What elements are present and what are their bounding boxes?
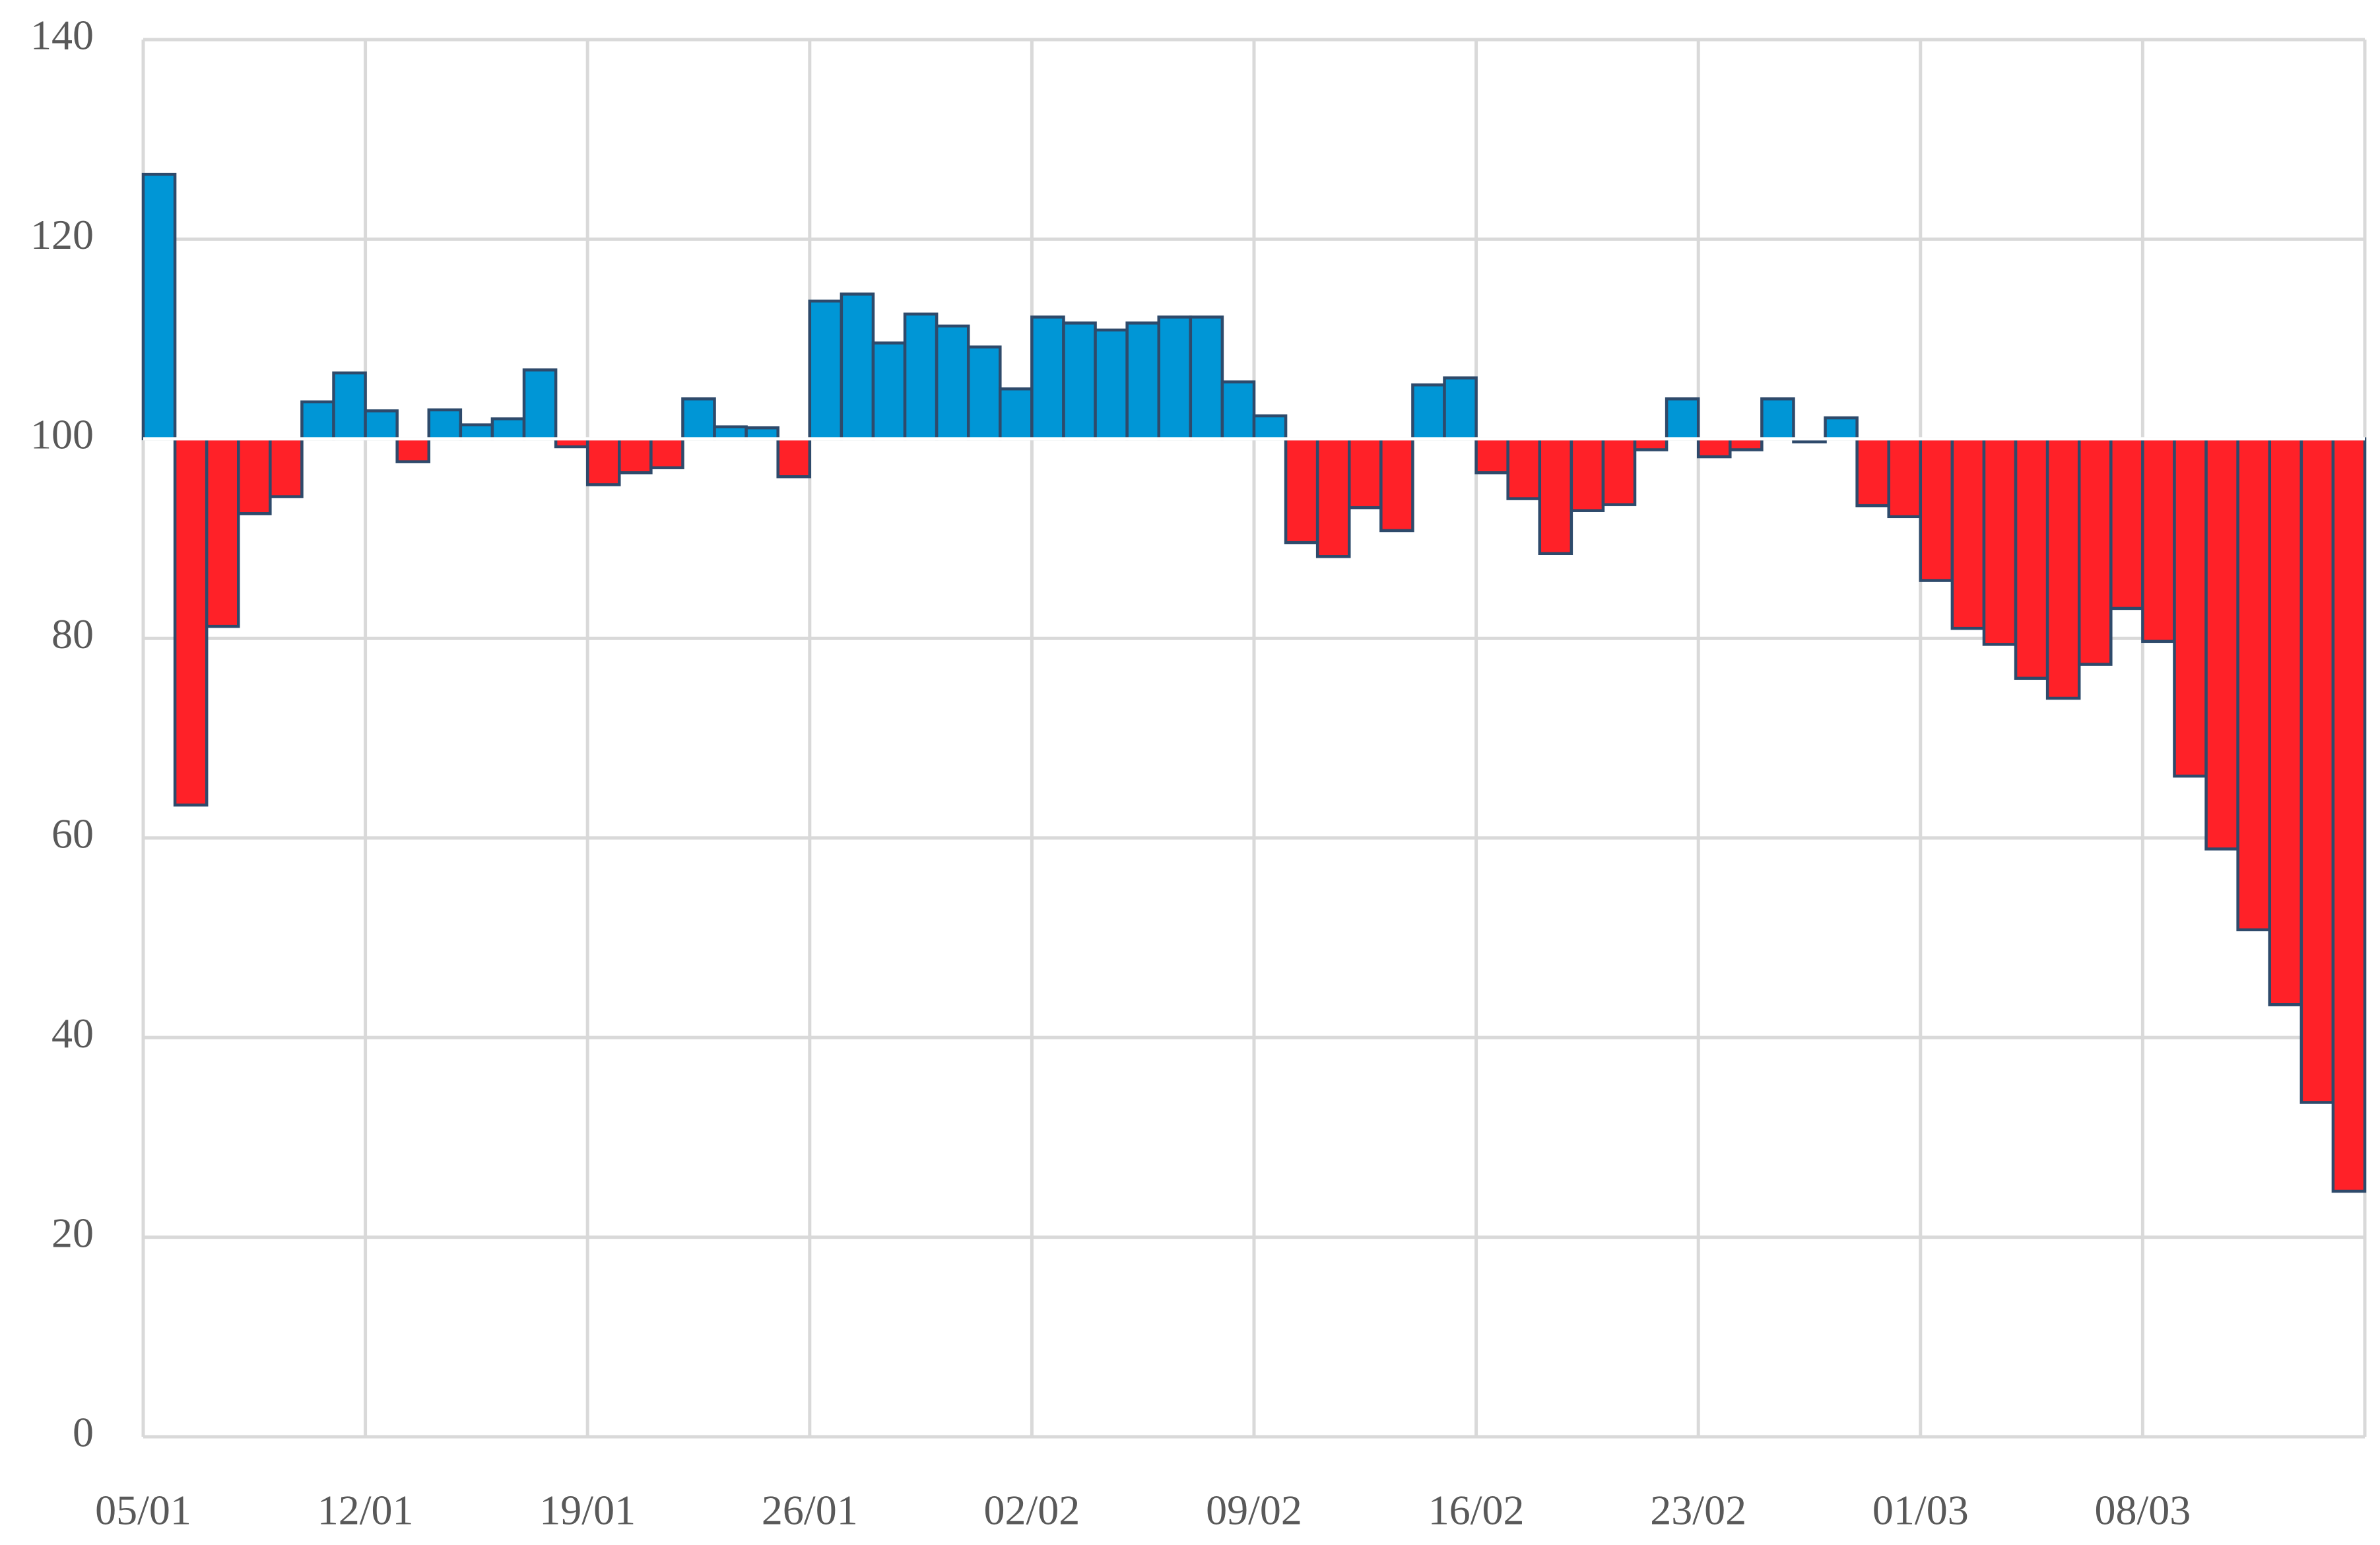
bar: [1474, 437, 1509, 475]
y-tick-label: 120: [30, 211, 94, 258]
bar: [2204, 437, 2239, 851]
bar: [2109, 437, 2144, 610]
bar: [332, 371, 367, 441]
bar: [2045, 437, 2081, 700]
bar: [173, 437, 209, 807]
bar: [681, 397, 716, 441]
bar: [1538, 437, 1573, 556]
x-tick-label: 26/01: [762, 1487, 858, 1534]
bar: [1443, 376, 1478, 441]
bar: [1855, 437, 1890, 508]
bar: [1760, 397, 1795, 441]
bar: [1570, 437, 1605, 512]
bar: [205, 437, 240, 628]
bar: [2299, 437, 2335, 1104]
y-tick-label: 140: [30, 12, 94, 59]
bar: [300, 400, 335, 441]
y-tick-label: 0: [73, 1409, 94, 1456]
bar: [1189, 315, 1224, 441]
bar: [1062, 321, 1097, 441]
bar: [2236, 437, 2271, 932]
bar: [2268, 437, 2303, 1006]
bar: [808, 299, 843, 441]
bar: [935, 324, 970, 441]
bar: [1348, 437, 1383, 510]
bar: [1601, 437, 1637, 506]
bar: [999, 387, 1034, 441]
bar: [1284, 437, 1319, 544]
bar: [459, 423, 494, 441]
bar: [1157, 315, 1193, 441]
x-tick-label: 12/01: [317, 1487, 414, 1534]
bar: [395, 437, 431, 463]
bar: [618, 437, 653, 475]
bar: [2014, 437, 2049, 680]
bar: [364, 409, 399, 441]
bar: [1220, 380, 1256, 441]
bar: [522, 368, 558, 441]
x-tick-label: 23/02: [1650, 1487, 1746, 1534]
x-tick-label: 16/02: [1428, 1487, 1525, 1534]
bar: [649, 437, 684, 469]
bar: [1887, 437, 1923, 519]
x-tick-label: 08/03: [2095, 1487, 2191, 1534]
bar: [1379, 437, 1414, 533]
bar: [966, 345, 1002, 441]
bar: [1411, 383, 1446, 441]
y-tick-label: 100: [30, 411, 94, 458]
bar: [2141, 437, 2176, 643]
bar: [776, 437, 812, 478]
bar: [2077, 437, 2113, 666]
bar: [585, 437, 621, 486]
bar: [1824, 416, 1859, 441]
bar: [427, 408, 463, 441]
bar: [1252, 414, 1288, 441]
x-tick-label: 09/02: [1206, 1487, 1302, 1534]
bar: [713, 425, 748, 441]
bar: [1696, 437, 1732, 459]
x-tick-label: 02/02: [984, 1487, 1080, 1534]
bar: [2331, 437, 2367, 1193]
bar: [1125, 321, 1160, 441]
bar: [1665, 397, 1700, 441]
bar: [1315, 437, 1351, 558]
bar: [237, 437, 272, 515]
bar: [1030, 315, 1065, 441]
bar: [141, 172, 177, 441]
y-tick-label: 60: [51, 810, 94, 857]
bar: [903, 312, 939, 441]
y-tick-label: 40: [51, 1010, 94, 1057]
bar: [490, 417, 526, 441]
bar: [1094, 328, 1129, 441]
bar: [2173, 437, 2208, 778]
x-tick-label: 19/01: [539, 1487, 636, 1534]
x-tick-label: 05/01: [95, 1487, 191, 1534]
bar: [1982, 437, 2018, 646]
bar: [1950, 437, 1986, 630]
y-tick-label: 20: [51, 1209, 94, 1256]
bar: [871, 341, 907, 441]
bar: [269, 437, 304, 498]
bar: [840, 292, 875, 441]
x-tick-label: 01/03: [1872, 1487, 1969, 1534]
bar: [1919, 437, 1954, 582]
y-tick-label: 80: [51, 610, 94, 657]
bar: [1506, 437, 1542, 500]
